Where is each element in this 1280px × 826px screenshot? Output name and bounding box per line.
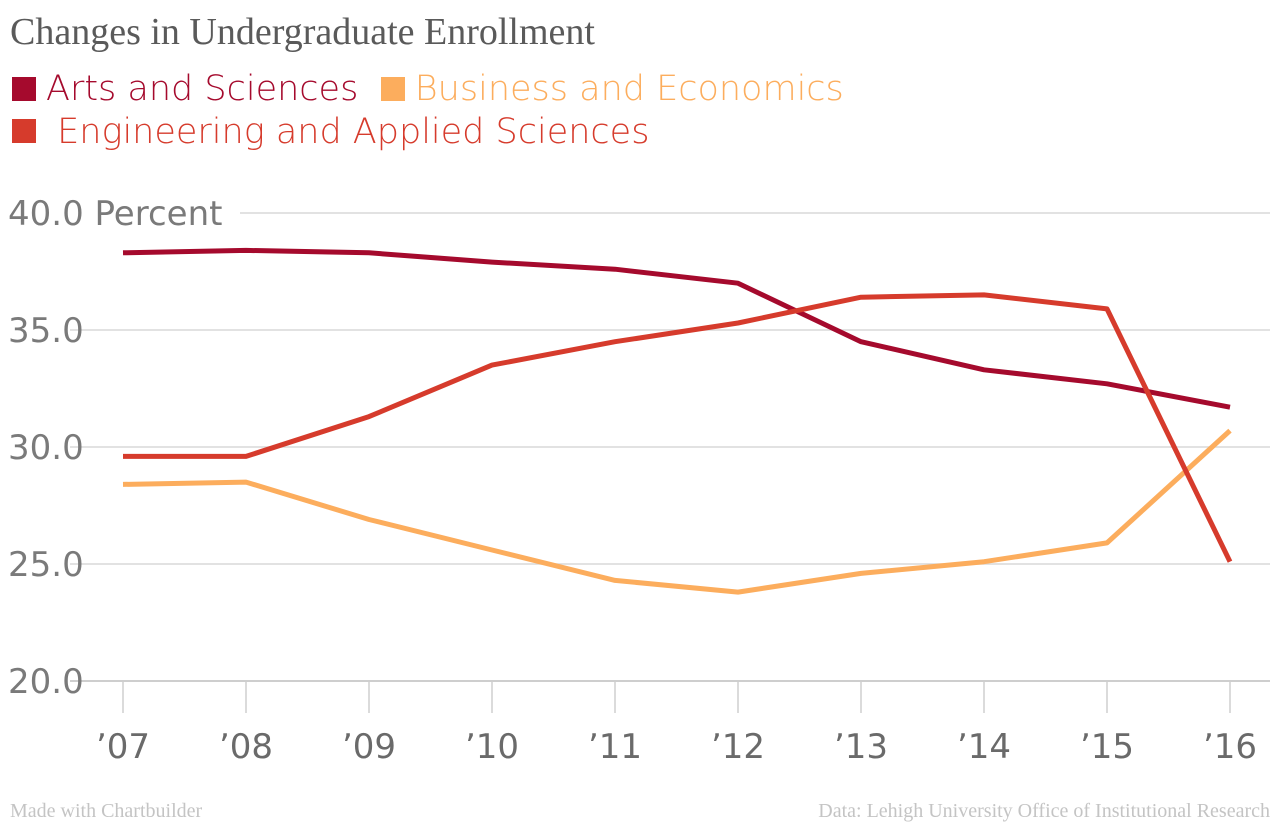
x-tick-label: ’12 [711, 727, 765, 767]
series-line-1 [122, 247, 1231, 410]
y-tick-label: 30.0 [8, 428, 84, 468]
y-tick-label: 25.0 [8, 545, 84, 585]
legend-swatch-engineering [12, 119, 36, 143]
x-tick-label: ’13 [834, 727, 888, 767]
legend: Arts and Sciences Business and Economics… [12, 66, 912, 158]
x-tick-label: ’08 [219, 727, 273, 767]
legend-item-arts: Arts and Sciences [12, 66, 358, 112]
legend-label-arts: Arts and Sciences [46, 69, 359, 109]
x-tick-label: ’07 [96, 727, 150, 767]
x-tick-label: ’10 [465, 727, 519, 767]
legend-swatch-business [380, 77, 405, 101]
footer-credit: Made with Chartbuilder [10, 800, 203, 822]
series-line-3 [123, 292, 1233, 563]
y-tick-label: 40.0 Percent [8, 194, 222, 234]
legend-item-business: Business and Economics [380, 66, 844, 112]
y-tick-label: 20.0 [8, 662, 84, 702]
chart-title: Changes in Undergraduate Enrollment [10, 11, 595, 53]
legend-item-engineering: Engineering and Applied Sciences [12, 112, 894, 158]
x-tick-label: ’15 [1080, 727, 1134, 767]
x-tick-label: ’11 [588, 727, 642, 767]
x-tick-label: ’14 [957, 727, 1011, 767]
series-line-2 [122, 428, 1232, 595]
y-tick-label: 35.0 [8, 311, 84, 351]
x-tick-label: ’16 [1203, 727, 1257, 767]
footer-source: Data: Lehigh University Office of Instit… [818, 800, 1270, 822]
x-tick-label: ’09 [342, 727, 396, 767]
legend-label-engineering: Engineering and Applied Sciences [57, 112, 650, 152]
legend-label-business: Business and Economics [414, 69, 844, 109]
legend-swatch-arts [12, 77, 36, 101]
